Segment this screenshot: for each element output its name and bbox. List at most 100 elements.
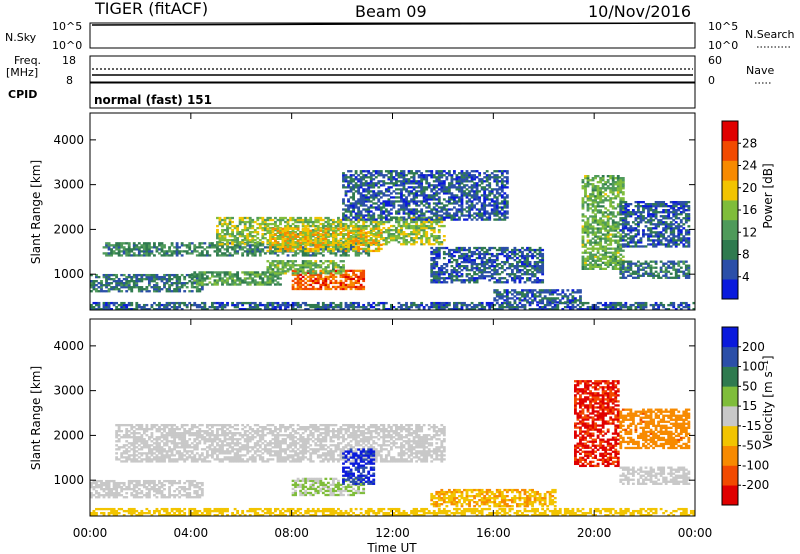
power-cell: [200, 301, 204, 305]
power-cell: [329, 281, 333, 285]
power-cell: [362, 247, 366, 251]
power-cell: [498, 170, 502, 173]
power-cell: [135, 246, 139, 249]
power-cell: [379, 220, 383, 224]
power-cell: [326, 243, 330, 247]
power-cell: [367, 301, 371, 305]
power-cell: [541, 301, 545, 304]
power-cell: [478, 267, 482, 270]
power-cell: [377, 186, 381, 189]
power-cell: [286, 245, 290, 249]
power-cell: [349, 220, 353, 224]
power-cell: [422, 192, 426, 195]
power-cell: [505, 305, 509, 309]
power-cell: [276, 245, 280, 249]
power-cell: [294, 268, 298, 271]
power-cell: [420, 192, 424, 195]
power-cell: [485, 194, 489, 197]
power-cell: [591, 179, 595, 182]
power-cell: [405, 218, 408, 221]
power-cell: [135, 280, 139, 283]
power-cell: [115, 242, 119, 245]
power-cell: [163, 254, 166, 257]
power-cell: [185, 286, 189, 289]
power-cell: [248, 220, 252, 224]
power-cell: [253, 230, 257, 234]
power-cell: [523, 256, 527, 260]
power-cell: [420, 224, 424, 228]
power-cell: [332, 262, 335, 265]
power-cell: [473, 212, 476, 215]
power-cell: [659, 303, 663, 307]
power-cell: [367, 198, 371, 201]
power-cell: [425, 232, 429, 236]
power-cell: [319, 252, 323, 255]
power-cell: [420, 239, 424, 242]
power-cell: [432, 176, 436, 179]
power-cell: [258, 222, 262, 226]
power-cell: [485, 260, 489, 264]
power-cell: [483, 260, 487, 264]
power-cell: [450, 252, 454, 256]
power-cell: [473, 271, 476, 274]
power-cell: [382, 239, 386, 242]
power-cell: [314, 218, 318, 222]
power-cell: [357, 285, 361, 289]
power-cell: [420, 226, 424, 230]
power-cell: [432, 174, 436, 177]
power-cell: [296, 305, 300, 309]
power-cell: [649, 303, 653, 307]
power-cell: [503, 184, 507, 187]
power-cell: [344, 237, 348, 240]
power-cell: [135, 277, 139, 281]
power-cell: [465, 307, 469, 311]
power-cell: [301, 227, 305, 230]
power-cell: [266, 303, 270, 307]
power-cell: [430, 208, 434, 211]
power-cell: [165, 305, 169, 309]
power-cell: [223, 218, 227, 222]
power-cell: [180, 254, 184, 257]
power-cell: [359, 229, 363, 232]
power-cell: [437, 303, 441, 307]
power-cell: [311, 254, 315, 257]
power-cell: [412, 220, 416, 224]
power-cell: [238, 232, 242, 236]
power-cell: [493, 202, 497, 205]
power-cell: [301, 220, 305, 224]
power-cell: [475, 279, 479, 282]
power-cell: [132, 244, 136, 247]
power-cell: [274, 243, 277, 247]
power-cell: [382, 200, 386, 203]
power-cell: [354, 254, 358, 257]
power-cell: [447, 202, 451, 205]
power-cell: [493, 174, 497, 177]
power-cell: [483, 212, 487, 215]
power-cell: [447, 208, 451, 211]
power-cell: [304, 301, 308, 305]
power-cell: [349, 244, 353, 247]
power-cell: [256, 216, 260, 220]
power-cell: [311, 222, 315, 226]
power-cell: [319, 305, 323, 309]
power-cell: [359, 237, 363, 240]
power-cell: [352, 247, 355, 251]
power-cell: [626, 307, 630, 311]
power-cell: [97, 286, 101, 289]
power-cell: [218, 305, 222, 309]
power-cell: [324, 227, 328, 230]
power-cell: [253, 283, 257, 286]
power-cell: [432, 271, 436, 274]
power-cell: [294, 301, 298, 305]
power-cell: [339, 275, 343, 279]
power-cell: [306, 249, 310, 253]
power-cell: [412, 237, 416, 240]
power-cell: [311, 273, 315, 277]
power-cell: [541, 258, 545, 262]
power-cell: [357, 231, 361, 234]
power-cell: [352, 224, 355, 228]
power-cell: [344, 222, 348, 226]
power-cell: [475, 262, 479, 266]
power-cell: [158, 244, 161, 247]
power-cell: [279, 216, 282, 220]
